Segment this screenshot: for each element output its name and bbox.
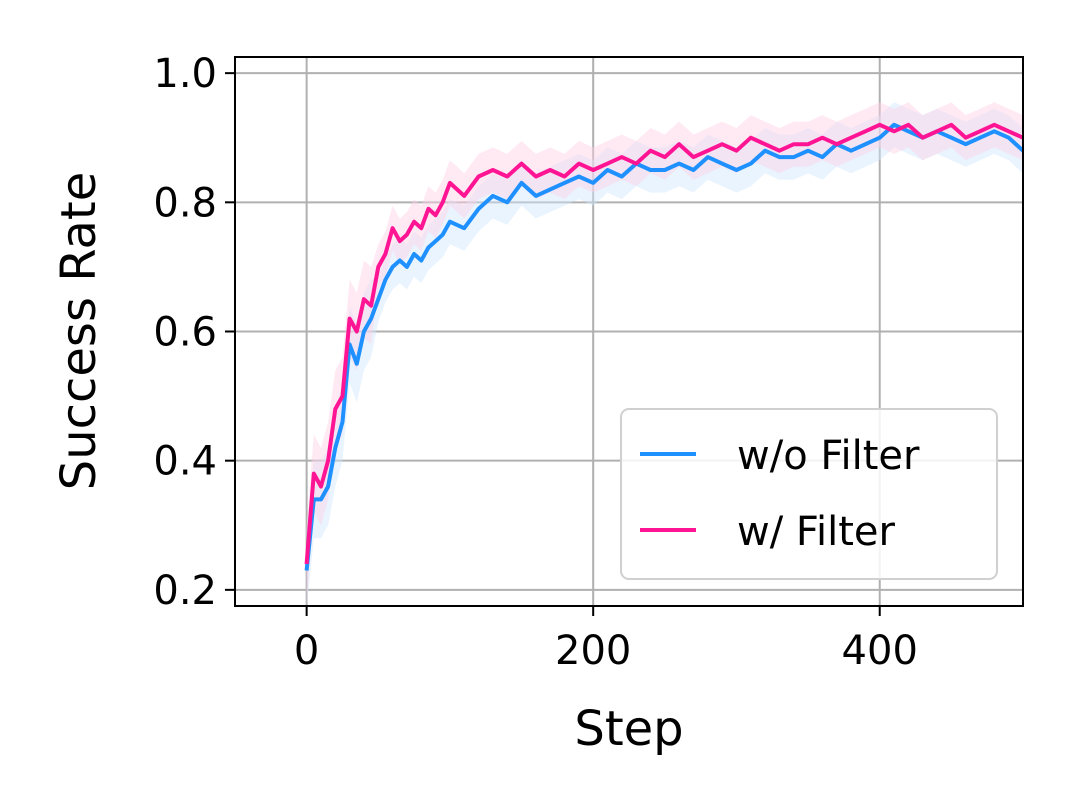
- y-axis-label: Success Rate: [51, 172, 107, 491]
- legend-box: [620, 408, 998, 580]
- y-tick-label-0: 0.2: [153, 568, 217, 614]
- variance-bands: [306, 102, 1024, 610]
- band-w-o-filter: [306, 102, 1024, 610]
- series-lines: [304, 122, 1025, 571]
- y-tick-label-3: 0.8: [153, 180, 217, 226]
- y-ticks: 0.2 0.4 0.6 0.8 1.0: [153, 51, 235, 614]
- grid: [235, 57, 1023, 606]
- series-line-w-filter: [304, 122, 1024, 565]
- x-tick-label-2: 400: [842, 628, 918, 674]
- x-tick-label-1: 200: [555, 628, 631, 674]
- series-line-w-o-filter: [304, 122, 1025, 571]
- legend: w/o Filter w/ Filter: [620, 408, 998, 580]
- legend-label-wo-filter: w/o Filter: [737, 433, 920, 479]
- y-tick-label-4: 1.0: [153, 51, 217, 97]
- y-tick-label-2: 0.6: [153, 310, 217, 356]
- y-tick-label-1: 0.4: [153, 439, 217, 485]
- x-axis-label: Step: [574, 701, 683, 757]
- x-ticks: 0 200 400: [294, 606, 918, 674]
- legend-label-w-filter: w/ Filter: [737, 509, 896, 555]
- x-tick-label-0: 0: [294, 628, 319, 674]
